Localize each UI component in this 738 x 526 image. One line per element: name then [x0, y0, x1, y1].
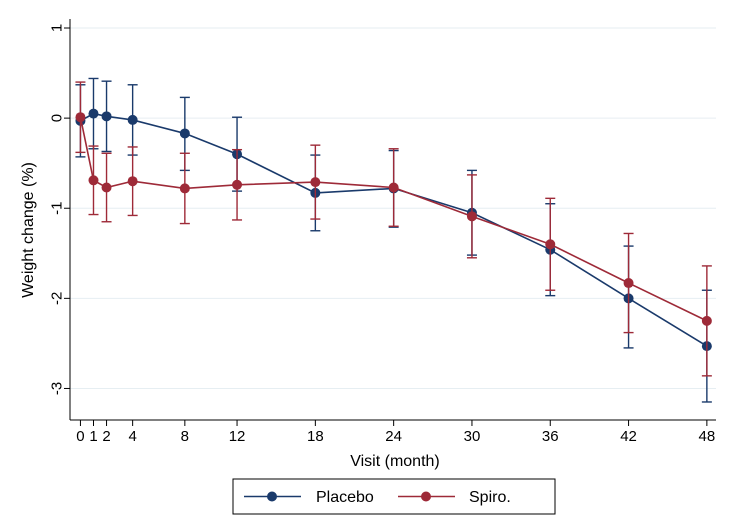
data-point-spiro [466, 211, 477, 222]
series-spiro [75, 81, 712, 377]
data-point-spiro [545, 239, 556, 250]
data-point-placebo [127, 114, 138, 125]
x-tick-label: 8 [181, 428, 189, 445]
x-tick-label: 1 [89, 428, 97, 445]
x-tick-label: 2 [102, 428, 110, 445]
series-layer [75, 77, 712, 403]
x-tick-label: 36 [542, 428, 559, 445]
y-tick-label: -2 [48, 292, 65, 305]
data-point-spiro [88, 175, 99, 186]
legend-item-spiro: Spiro. [398, 489, 511, 506]
legend-item-placebo: Placebo [244, 489, 374, 506]
data-point-placebo [101, 111, 112, 122]
x-tick-label: 18 [307, 428, 324, 445]
data-point-spiro [179, 183, 190, 194]
data-point-placebo [179, 128, 190, 139]
axis-layer: 10-1-2-30 1 2 4 8 12 18 24 30 36 42 48 [48, 19, 716, 445]
x-tick-label: 48 [699, 428, 716, 445]
data-point-spiro [127, 176, 138, 187]
x-tick-label: 0 [76, 428, 84, 445]
y-tick-label: -1 [48, 202, 65, 215]
x-axis-title: Visit (month) [350, 453, 440, 470]
data-point-spiro [623, 278, 634, 289]
x-tick-label: 30 [464, 428, 481, 445]
y-tick-label: -3 [48, 382, 65, 395]
data-point-spiro [101, 182, 112, 193]
y-tick-label: 0 [48, 114, 65, 122]
x-tick-label: 42 [620, 428, 637, 445]
legend-placebo-label: Placebo [316, 489, 374, 506]
data-point-spiro [701, 315, 712, 326]
legend-placebo-marker [267, 491, 277, 502]
data-point-spiro [310, 177, 321, 188]
x-tick-label: 12 [229, 428, 246, 445]
data-point-spiro [75, 112, 86, 123]
x-tick-label: 24 [385, 428, 402, 445]
data-point-spiro [388, 182, 399, 193]
data-point-spiro [232, 179, 243, 190]
legend: Placebo Spiro. [232, 478, 556, 515]
legend-spiro-label: Spiro. [469, 489, 511, 506]
y-axis-title: Weight change (%) [20, 162, 37, 298]
series-placebo [75, 77, 712, 403]
data-point-placebo [88, 108, 99, 119]
x-tick-label: 4 [128, 428, 136, 445]
legend-spiro-marker [421, 491, 431, 502]
y-tick-label: 1 [48, 24, 65, 32]
